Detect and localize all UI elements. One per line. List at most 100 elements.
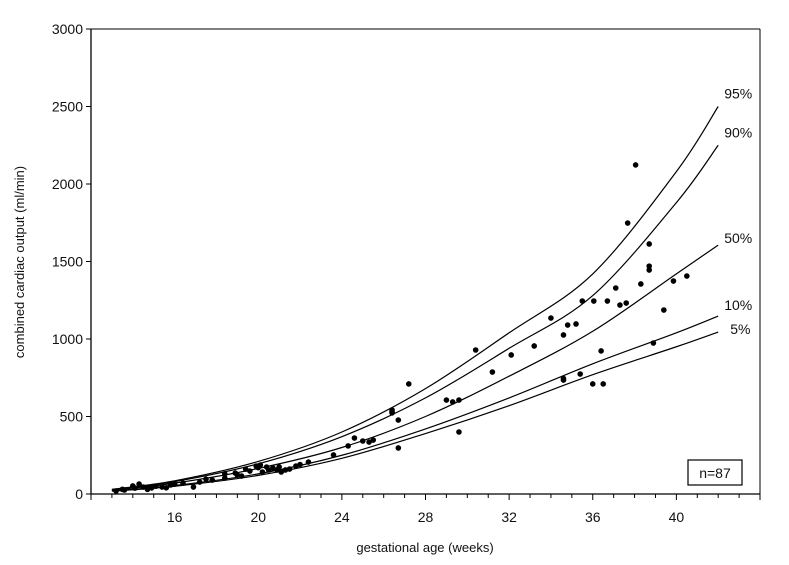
- data-point: [140, 484, 147, 490]
- n-annotation: n=87: [699, 465, 731, 481]
- data-point: [119, 486, 126, 493]
- data-point: [577, 371, 584, 377]
- data-point: [259, 469, 266, 475]
- data-point: [670, 278, 677, 284]
- data-point: [276, 464, 282, 470]
- x-tick-label: 20: [250, 509, 266, 525]
- x-tick-label: 28: [418, 509, 434, 525]
- data-point: [255, 464, 262, 471]
- axes: 0 500 1000 1500 2000 2500 3000 16 20 24 28 32 36 40: [52, 21, 761, 525]
- data-point: [203, 476, 209, 482]
- data-point: [144, 486, 151, 493]
- data-point: [623, 300, 629, 306]
- data-point: [130, 483, 136, 489]
- data-point: [247, 468, 253, 474]
- data-point: [560, 377, 567, 383]
- y-tick-label: 3000: [52, 21, 83, 37]
- data-point: [548, 315, 554, 321]
- centile-curve-4: [111, 331, 719, 492]
- data-point: [232, 470, 239, 476]
- data-point: [590, 298, 597, 304]
- data-point: [153, 483, 159, 490]
- centile-label: 95%: [724, 86, 752, 102]
- data-point: [579, 298, 586, 304]
- data-point: [297, 461, 303, 468]
- centile-curve-2: [111, 244, 719, 491]
- data-point: [443, 397, 450, 403]
- data-point: [472, 347, 479, 353]
- data-point: [366, 439, 372, 445]
- data-points: [113, 162, 690, 494]
- x-tick-label: 32: [501, 509, 517, 525]
- data-point: [604, 298, 611, 304]
- y-tick-label: 1000: [52, 331, 83, 347]
- data-point: [598, 348, 604, 354]
- data-point: [531, 343, 538, 349]
- data-point: [330, 452, 337, 458]
- data-point: [238, 473, 245, 479]
- x-tick-label: 16: [167, 509, 183, 525]
- data-point: [617, 302, 623, 308]
- data-point: [163, 485, 170, 491]
- data-point: [449, 399, 456, 405]
- data-point: [263, 464, 270, 470]
- centile-curves: 95% 90% 50% 10% 5%: [111, 86, 752, 492]
- data-point: [159, 484, 165, 490]
- data-point: [456, 429, 462, 435]
- data-point: [180, 480, 186, 486]
- data-point: [632, 162, 639, 168]
- data-point: [650, 340, 657, 346]
- data-point: [661, 307, 667, 313]
- centile-curve-3: [111, 315, 719, 492]
- y-tick-label: 1500: [52, 254, 83, 270]
- data-point: [167, 482, 174, 488]
- data-point: [270, 465, 276, 471]
- x-axis-label: gestational age (weeks): [356, 540, 493, 555]
- data-point: [508, 352, 515, 358]
- data-point: [171, 481, 178, 487]
- data-point: [196, 479, 203, 485]
- data-point: [405, 381, 412, 387]
- data-point: [222, 471, 228, 477]
- x-tick-label: 40: [669, 509, 685, 525]
- data-point: [646, 241, 652, 247]
- n-annotation-box: [687, 459, 743, 486]
- data-point: [190, 484, 197, 490]
- data-point: [242, 466, 249, 473]
- data-point: [646, 263, 652, 269]
- data-point: [278, 469, 285, 475]
- centile-curve-0: [111, 106, 719, 490]
- data-point: [209, 477, 216, 483]
- centile-label: 50%: [724, 230, 752, 246]
- centile-label: 90%: [724, 124, 752, 140]
- data-point: [638, 281, 644, 287]
- y-tick-label: 2500: [52, 99, 83, 115]
- y-axis-label: combined cardiac output (ml/min): [12, 166, 27, 358]
- data-point: [282, 467, 289, 473]
- data-point: [351, 435, 358, 441]
- data-point: [389, 409, 395, 415]
- data-point: [612, 285, 619, 291]
- data-point: [395, 417, 402, 423]
- centile-label: 5%: [730, 321, 750, 337]
- centile-label: 10%: [724, 297, 752, 313]
- data-point: [359, 438, 366, 444]
- data-point: [624, 220, 631, 226]
- data-point: [600, 381, 607, 387]
- data-point: [560, 332, 567, 338]
- labels: gestational age (weeks) combined cardiac…: [12, 166, 743, 555]
- data-point: [370, 437, 377, 443]
- y-tick-label: 2000: [52, 176, 83, 192]
- data-point: [646, 267, 652, 273]
- centile-curve-1: [111, 144, 719, 491]
- data-point: [113, 488, 119, 494]
- data-point: [395, 445, 402, 451]
- data-point: [564, 322, 571, 328]
- data-point: [345, 443, 351, 449]
- data-point: [305, 459, 312, 465]
- data-point: [489, 369, 496, 375]
- y-tick-label: 0: [75, 486, 83, 502]
- data-point: [456, 397, 462, 403]
- data-point: [573, 321, 579, 327]
